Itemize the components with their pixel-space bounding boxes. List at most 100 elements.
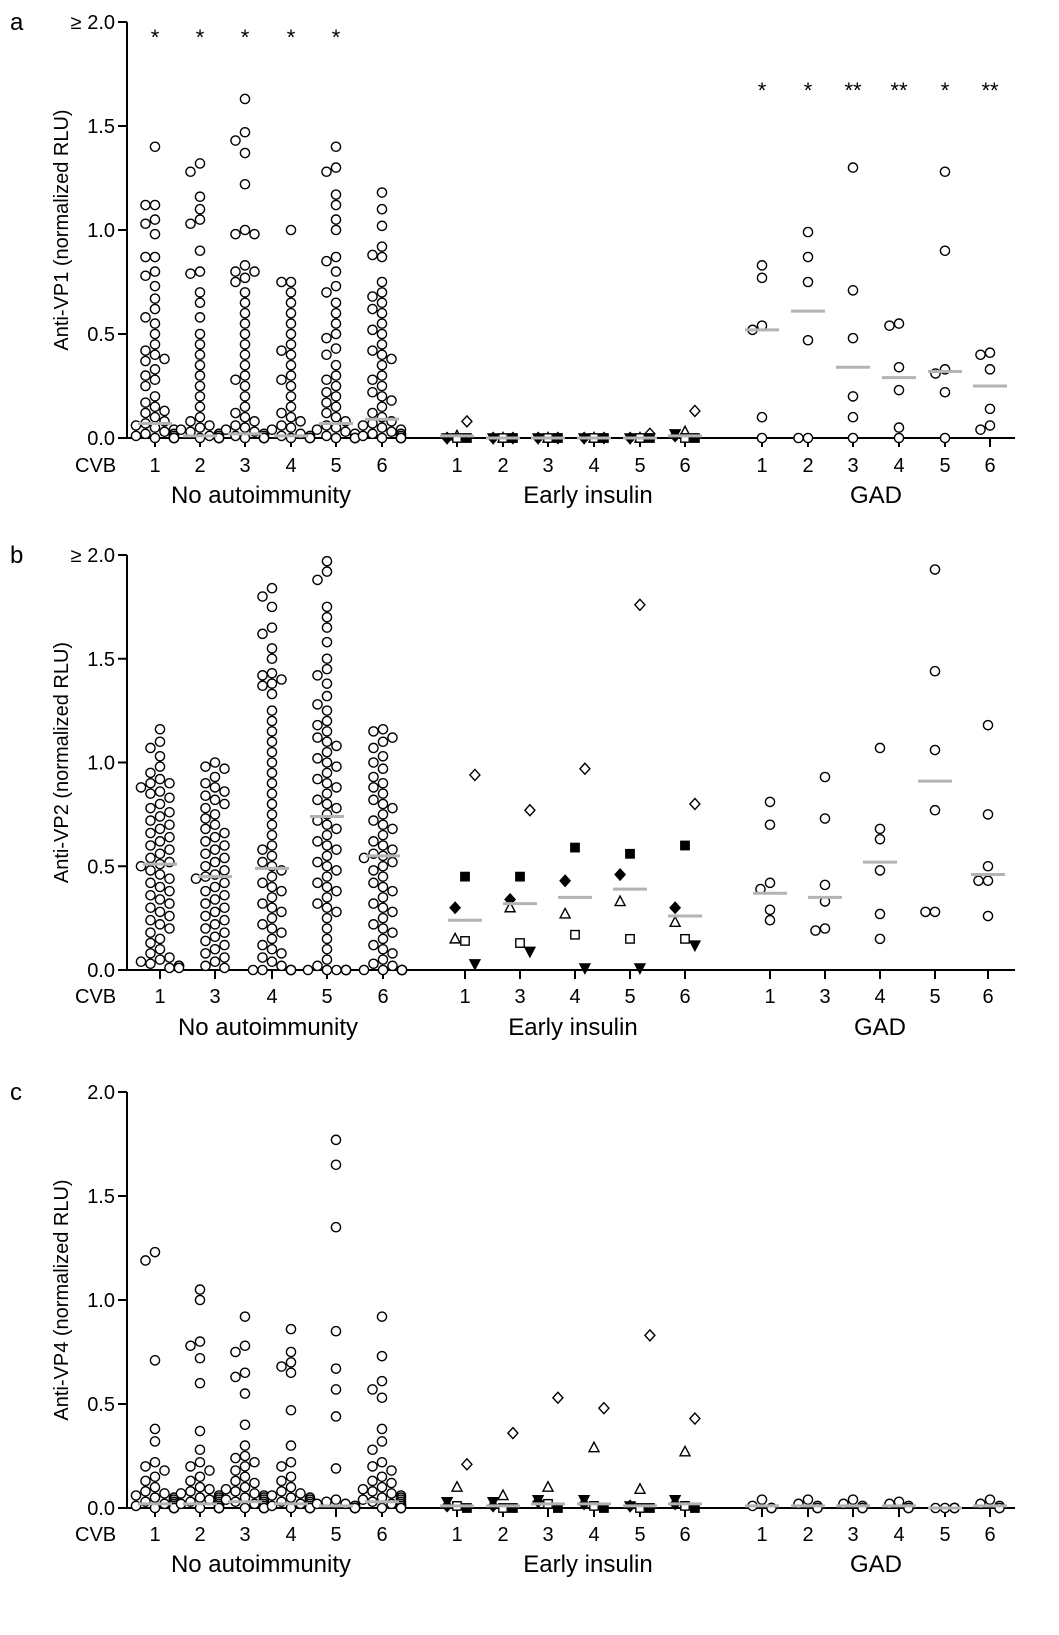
column: 3 <box>503 803 537 1008</box>
data-point <box>149 1423 161 1435</box>
data-point <box>168 432 180 444</box>
data-point <box>230 1452 241 1464</box>
data-point <box>321 255 332 267</box>
data-point <box>159 426 170 438</box>
data-point <box>257 952 268 963</box>
data-point <box>802 276 814 288</box>
data-point <box>368 877 379 889</box>
data-point <box>149 411 161 423</box>
data-point <box>321 923 333 934</box>
data-point <box>239 147 251 159</box>
group-0: No autoimmunity 1 2 3 4 5 6 <box>130 1134 407 1578</box>
column: 4 <box>247 582 297 1008</box>
data-point <box>239 260 251 271</box>
data-point <box>276 1486 287 1497</box>
data-point <box>982 860 994 872</box>
data-point <box>285 411 297 423</box>
data-point <box>331 823 342 835</box>
data-point <box>149 199 161 211</box>
data-point <box>149 1355 161 1366</box>
panel-a: a Anti-VP1 (normalized RLU) 0.0 0.5 1.0 1.5 ≥ … <box>10 9 1015 509</box>
data-point <box>149 1456 161 1468</box>
data-point <box>149 293 161 304</box>
data-point <box>312 732 323 743</box>
data-point <box>551 1391 564 1405</box>
significance-marker: * <box>151 25 160 50</box>
data-point <box>257 856 268 868</box>
data-point <box>387 856 398 868</box>
column: 1* <box>745 78 779 477</box>
data-point <box>368 757 379 768</box>
data-point <box>175 424 187 435</box>
data-point <box>367 374 378 386</box>
data-point <box>330 189 342 200</box>
data-point <box>194 328 206 340</box>
data-point <box>376 1471 388 1483</box>
data-point <box>220 1483 232 1495</box>
column: 5* <box>928 78 962 477</box>
x-tick-label: 2 <box>194 455 205 477</box>
data-point <box>285 380 297 392</box>
column: 1 <box>448 768 482 1008</box>
x-tick-label: 6 <box>377 986 388 1008</box>
data-point <box>321 332 332 344</box>
data-point <box>149 1471 161 1483</box>
data-point <box>219 914 230 926</box>
x-tick-label: 5 <box>939 1524 950 1546</box>
data-point <box>230 374 241 386</box>
data-point <box>312 877 323 889</box>
column: 4 ** <box>882 78 916 477</box>
data-point <box>367 428 378 440</box>
y-tick-label: 0.0 <box>87 428 115 450</box>
data-point <box>321 690 333 702</box>
data-point <box>266 678 278 689</box>
data-point <box>200 948 211 959</box>
data-point <box>257 919 268 930</box>
x-tick-label: 4 <box>874 986 885 1008</box>
x-tick-label: 6 <box>679 455 690 477</box>
data-point <box>185 1475 196 1487</box>
data-point <box>321 397 332 408</box>
data-point <box>285 1456 297 1468</box>
data-point <box>312 836 323 847</box>
data-point <box>154 798 166 810</box>
column: 6 <box>668 404 702 477</box>
data-point <box>247 964 259 976</box>
data-point <box>376 401 388 413</box>
data-point <box>285 359 297 371</box>
data-point <box>802 251 814 263</box>
x-tick-label: 6 <box>679 986 690 1008</box>
data-point <box>145 958 156 970</box>
data-point <box>285 370 297 381</box>
data-point <box>239 224 251 236</box>
data-point <box>220 424 232 435</box>
data-point <box>219 890 230 901</box>
data-point <box>266 933 278 945</box>
significance-marker: * <box>758 78 767 103</box>
x-tick-label: 5 <box>939 455 950 477</box>
data-point <box>523 946 537 959</box>
data-point <box>321 798 333 810</box>
data-point <box>330 162 342 173</box>
data-point <box>984 1494 996 1505</box>
data-point <box>764 914 776 926</box>
data-point <box>321 767 333 779</box>
data-point <box>194 1444 206 1456</box>
data-point <box>498 1503 508 1513</box>
data-point <box>154 736 166 748</box>
data-point <box>330 141 342 153</box>
data-point <box>756 272 768 284</box>
data-point <box>266 902 278 914</box>
data-point <box>219 798 230 810</box>
data-point <box>266 424 278 435</box>
data-point <box>145 777 156 789</box>
y-tick-label: ≥ 2.0 <box>71 12 115 34</box>
group-1: Early insulin 1 2 3 4 5 6 <box>440 1328 702 1578</box>
data-point <box>633 963 647 975</box>
data-point <box>802 1494 814 1505</box>
data-point <box>266 643 278 654</box>
data-point <box>321 386 332 398</box>
data-point <box>276 407 287 419</box>
data-point <box>209 919 221 930</box>
data-point <box>276 674 287 685</box>
